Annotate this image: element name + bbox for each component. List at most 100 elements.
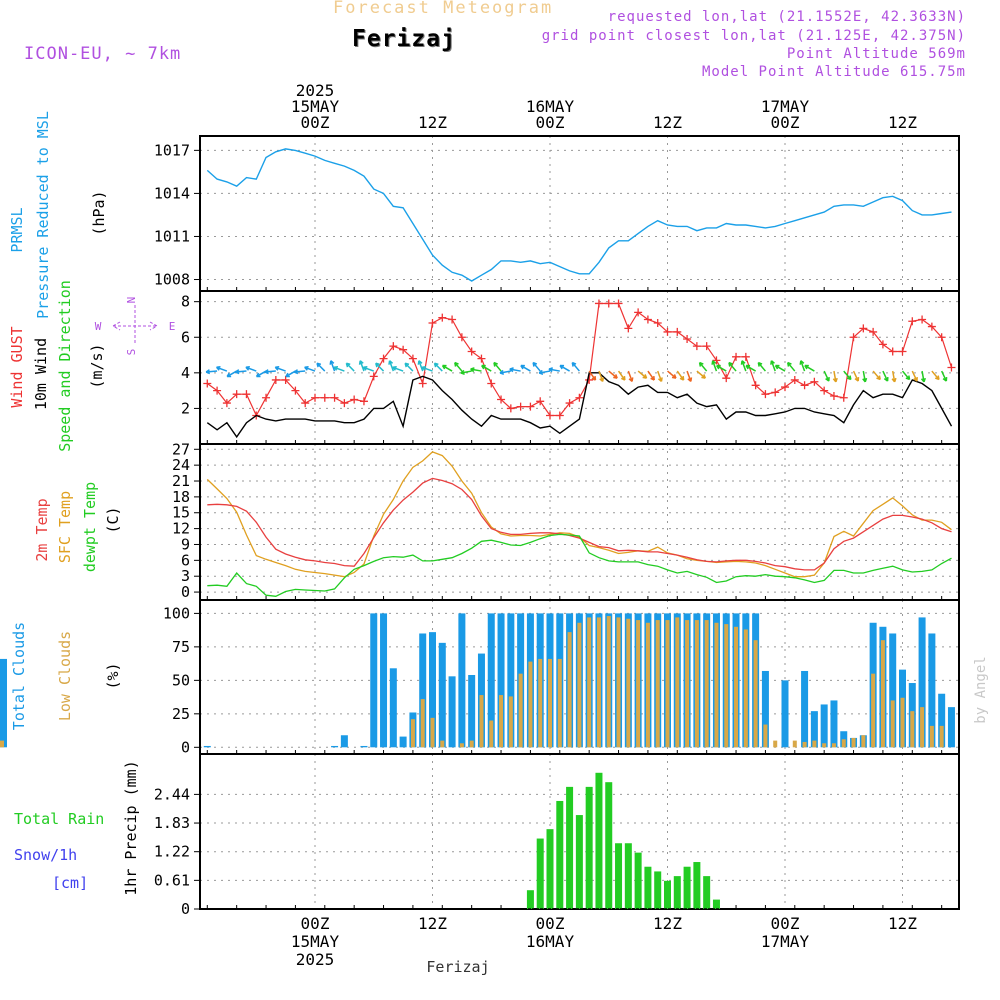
bottom-time-label: 00Z bbox=[771, 914, 800, 933]
rain-bar bbox=[634, 852, 642, 909]
gust-marker bbox=[438, 313, 447, 322]
rain-bar bbox=[566, 786, 574, 909]
top-time-label: 00Z bbox=[536, 113, 565, 132]
low-cloud-bar bbox=[626, 618, 631, 748]
wind-arrow bbox=[206, 370, 218, 373]
wind-arrow-head bbox=[642, 374, 648, 379]
total-cloud-bar bbox=[947, 707, 955, 748]
low-cloud-bar bbox=[714, 622, 719, 748]
wind-arrow-head bbox=[245, 365, 250, 371]
wind-arrow bbox=[775, 364, 786, 372]
compass-west: W bbox=[95, 320, 102, 333]
model-label: ICON-EU, ~ 7km bbox=[24, 44, 182, 64]
wind-arrow bbox=[388, 360, 395, 372]
wind-arrow-head bbox=[876, 375, 881, 381]
gust-marker bbox=[379, 354, 388, 363]
wind-arrow bbox=[891, 370, 896, 383]
wind-arrow bbox=[559, 364, 570, 372]
gust-marker bbox=[546, 411, 554, 420]
gust-marker bbox=[732, 352, 741, 361]
top-time-label: 00Z bbox=[301, 113, 330, 132]
y-tick-label: 21 bbox=[172, 472, 190, 490]
low-cloud-bar bbox=[841, 739, 846, 748]
low-cloud-bar bbox=[920, 707, 925, 748]
wind-arrow-head bbox=[613, 374, 618, 379]
wind-unit: (m/s) bbox=[88, 343, 106, 388]
location-title: Ferizaj bbox=[352, 26, 456, 52]
gust-marker bbox=[634, 308, 643, 317]
wind-arrow bbox=[539, 370, 551, 374]
low-cloud-bar bbox=[606, 616, 611, 748]
wind-arrow-head bbox=[255, 372, 261, 378]
wind-arrow bbox=[363, 366, 375, 372]
wind-arrow bbox=[852, 370, 859, 382]
wind-arrow-head bbox=[454, 361, 459, 367]
wind-arrow-head bbox=[883, 376, 889, 382]
rain-bar bbox=[693, 862, 701, 909]
wind-arrow-head bbox=[905, 375, 911, 381]
wind-arrow-head bbox=[481, 364, 486, 370]
gust-marker bbox=[350, 395, 359, 404]
gust-marker bbox=[869, 327, 878, 336]
low-cloud-bar bbox=[880, 640, 885, 748]
temp-label-2m: 2m Temp bbox=[33, 498, 51, 561]
low-cloud-bar bbox=[469, 740, 474, 748]
wind-arrow bbox=[901, 370, 911, 380]
total-cloud-bar bbox=[370, 613, 378, 748]
wind-arrow bbox=[333, 366, 345, 372]
rain-bar bbox=[624, 843, 632, 909]
wind-arrow-head bbox=[657, 377, 663, 382]
wind-arrow bbox=[226, 370, 238, 378]
gust-marker bbox=[506, 404, 515, 413]
wind-arrow bbox=[256, 370, 267, 378]
y-tick-label: 2 bbox=[181, 399, 190, 417]
low-cloud-bar bbox=[812, 740, 817, 748]
y-tick-label: 8 bbox=[181, 293, 190, 311]
rain-bar bbox=[683, 866, 691, 909]
gust-marker bbox=[457, 333, 466, 342]
rain-bar bbox=[703, 876, 711, 909]
wind-arrow-head bbox=[698, 361, 704, 367]
gust-marker bbox=[751, 381, 760, 390]
top-time-label: 12Z bbox=[418, 113, 447, 132]
y-tick-label: 25 bbox=[172, 705, 190, 723]
total-cloud-bar bbox=[781, 680, 789, 748]
low-cloud-bar bbox=[410, 719, 415, 748]
rain-bar bbox=[526, 890, 534, 909]
low-cloud-bar bbox=[489, 720, 494, 748]
wind-arrow-head bbox=[804, 364, 809, 370]
gust-marker bbox=[301, 399, 310, 408]
low-cloud-bar bbox=[518, 673, 523, 748]
wind-arrow-head bbox=[687, 377, 693, 382]
y-tick-label: 1.83 bbox=[154, 814, 190, 832]
wind-arrow bbox=[833, 370, 837, 383]
gust-marker bbox=[242, 390, 251, 399]
wind-arrow-head bbox=[599, 377, 605, 382]
rain-bar bbox=[605, 782, 613, 909]
rain-bar bbox=[575, 815, 583, 909]
gust-marker bbox=[653, 319, 662, 328]
wind-arrow bbox=[499, 370, 511, 374]
low-cloud-bar bbox=[675, 617, 680, 748]
low-cloud-bar bbox=[567, 632, 572, 748]
rain-bar bbox=[585, 786, 593, 909]
wind-arrow-head bbox=[740, 360, 746, 365]
low-cloud-bar bbox=[753, 640, 758, 748]
wind-arrow bbox=[375, 362, 385, 372]
gust-marker bbox=[291, 386, 300, 395]
low-cloud-bar bbox=[704, 620, 709, 748]
wind-arrow bbox=[404, 362, 414, 372]
gust-marker bbox=[790, 375, 799, 384]
wind-arrow bbox=[911, 370, 918, 382]
wind-arrow-head bbox=[774, 364, 780, 370]
bottom-time-label: 12Z bbox=[418, 914, 447, 933]
low-cloud-bar bbox=[538, 658, 543, 748]
low-cloud-bar bbox=[596, 617, 601, 748]
wind-arrow bbox=[657, 370, 663, 382]
info-point-altitude: Point Altitude 569m bbox=[786, 46, 966, 62]
total-cloud-bar bbox=[487, 613, 495, 748]
wind-arrow-head bbox=[499, 369, 505, 375]
low-cloud-bar bbox=[851, 737, 856, 748]
gust-marker bbox=[643, 315, 652, 324]
wind-arrow bbox=[235, 370, 247, 373]
